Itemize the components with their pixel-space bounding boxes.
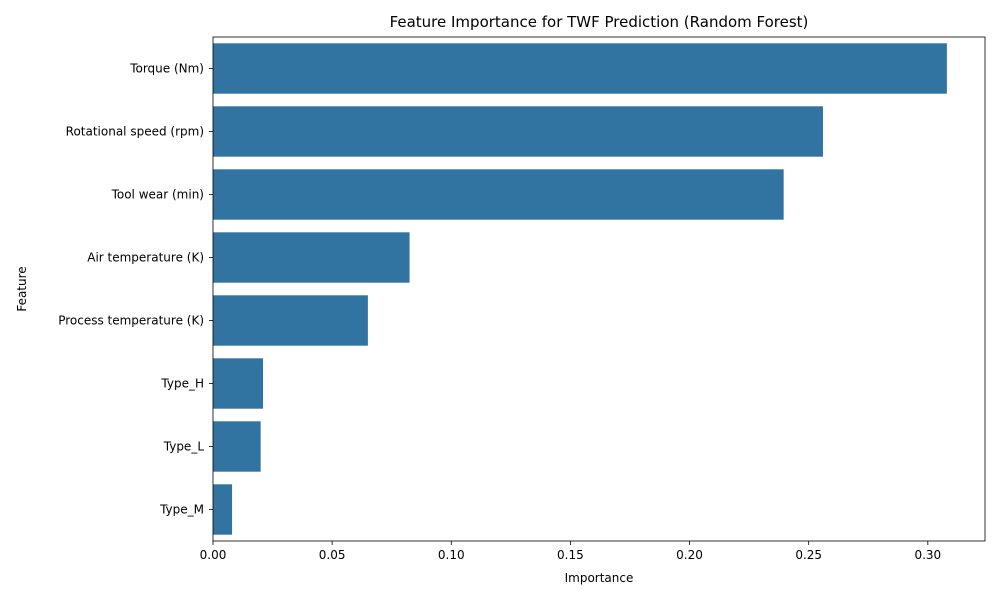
y-axis-ticks: Torque (Nm) Rotational speed (rpm) Tool we… [58, 62, 213, 517]
x-tick-label: 0.20 [676, 548, 703, 562]
bar-torque-nm [213, 43, 947, 94]
x-tick-label: 0.05 [319, 548, 346, 562]
x-tick-label: 0.00 [200, 548, 227, 562]
x-tick-label: 0.25 [795, 548, 822, 562]
y-tick-label: Type_M [159, 503, 204, 517]
chart-title: Feature Importance for TWF Prediction (R… [390, 13, 809, 31]
y-tick-label: Air temperature (K) [87, 251, 204, 265]
bar-type-l [213, 421, 261, 472]
plot-frame [212, 36, 986, 542]
x-tick-label: 0.30 [914, 548, 941, 562]
x-tick-label: 0.10 [438, 548, 465, 562]
bar-type-h [213, 358, 264, 409]
bar-rotational-speed-rpm [213, 106, 823, 157]
y-tick-label: Rotational speed (rpm) [66, 125, 204, 139]
bar-type-m [213, 484, 233, 535]
y-tick-label: Type_L [163, 440, 205, 454]
y-tick-label: Process temperature (K) [58, 314, 204, 328]
y-tick-label: Type_H [160, 377, 204, 391]
x-axis-ticks: 0.00 0.05 0.10 0.15 0.20 0.25 0.30 [200, 541, 941, 562]
bars-layer [213, 43, 947, 535]
x-axis-label: Importance [565, 571, 634, 585]
bar-air-temperature-k [213, 232, 410, 283]
y-axis-label: Feature [15, 266, 29, 311]
y-tick-label: Tool wear (min) [111, 188, 204, 202]
x-tick-label: 0.15 [557, 548, 584, 562]
bar-tool-wear-min [213, 169, 784, 220]
bar-process-temperature-k [213, 295, 368, 346]
y-tick-label: Torque (Nm) [129, 62, 204, 76]
